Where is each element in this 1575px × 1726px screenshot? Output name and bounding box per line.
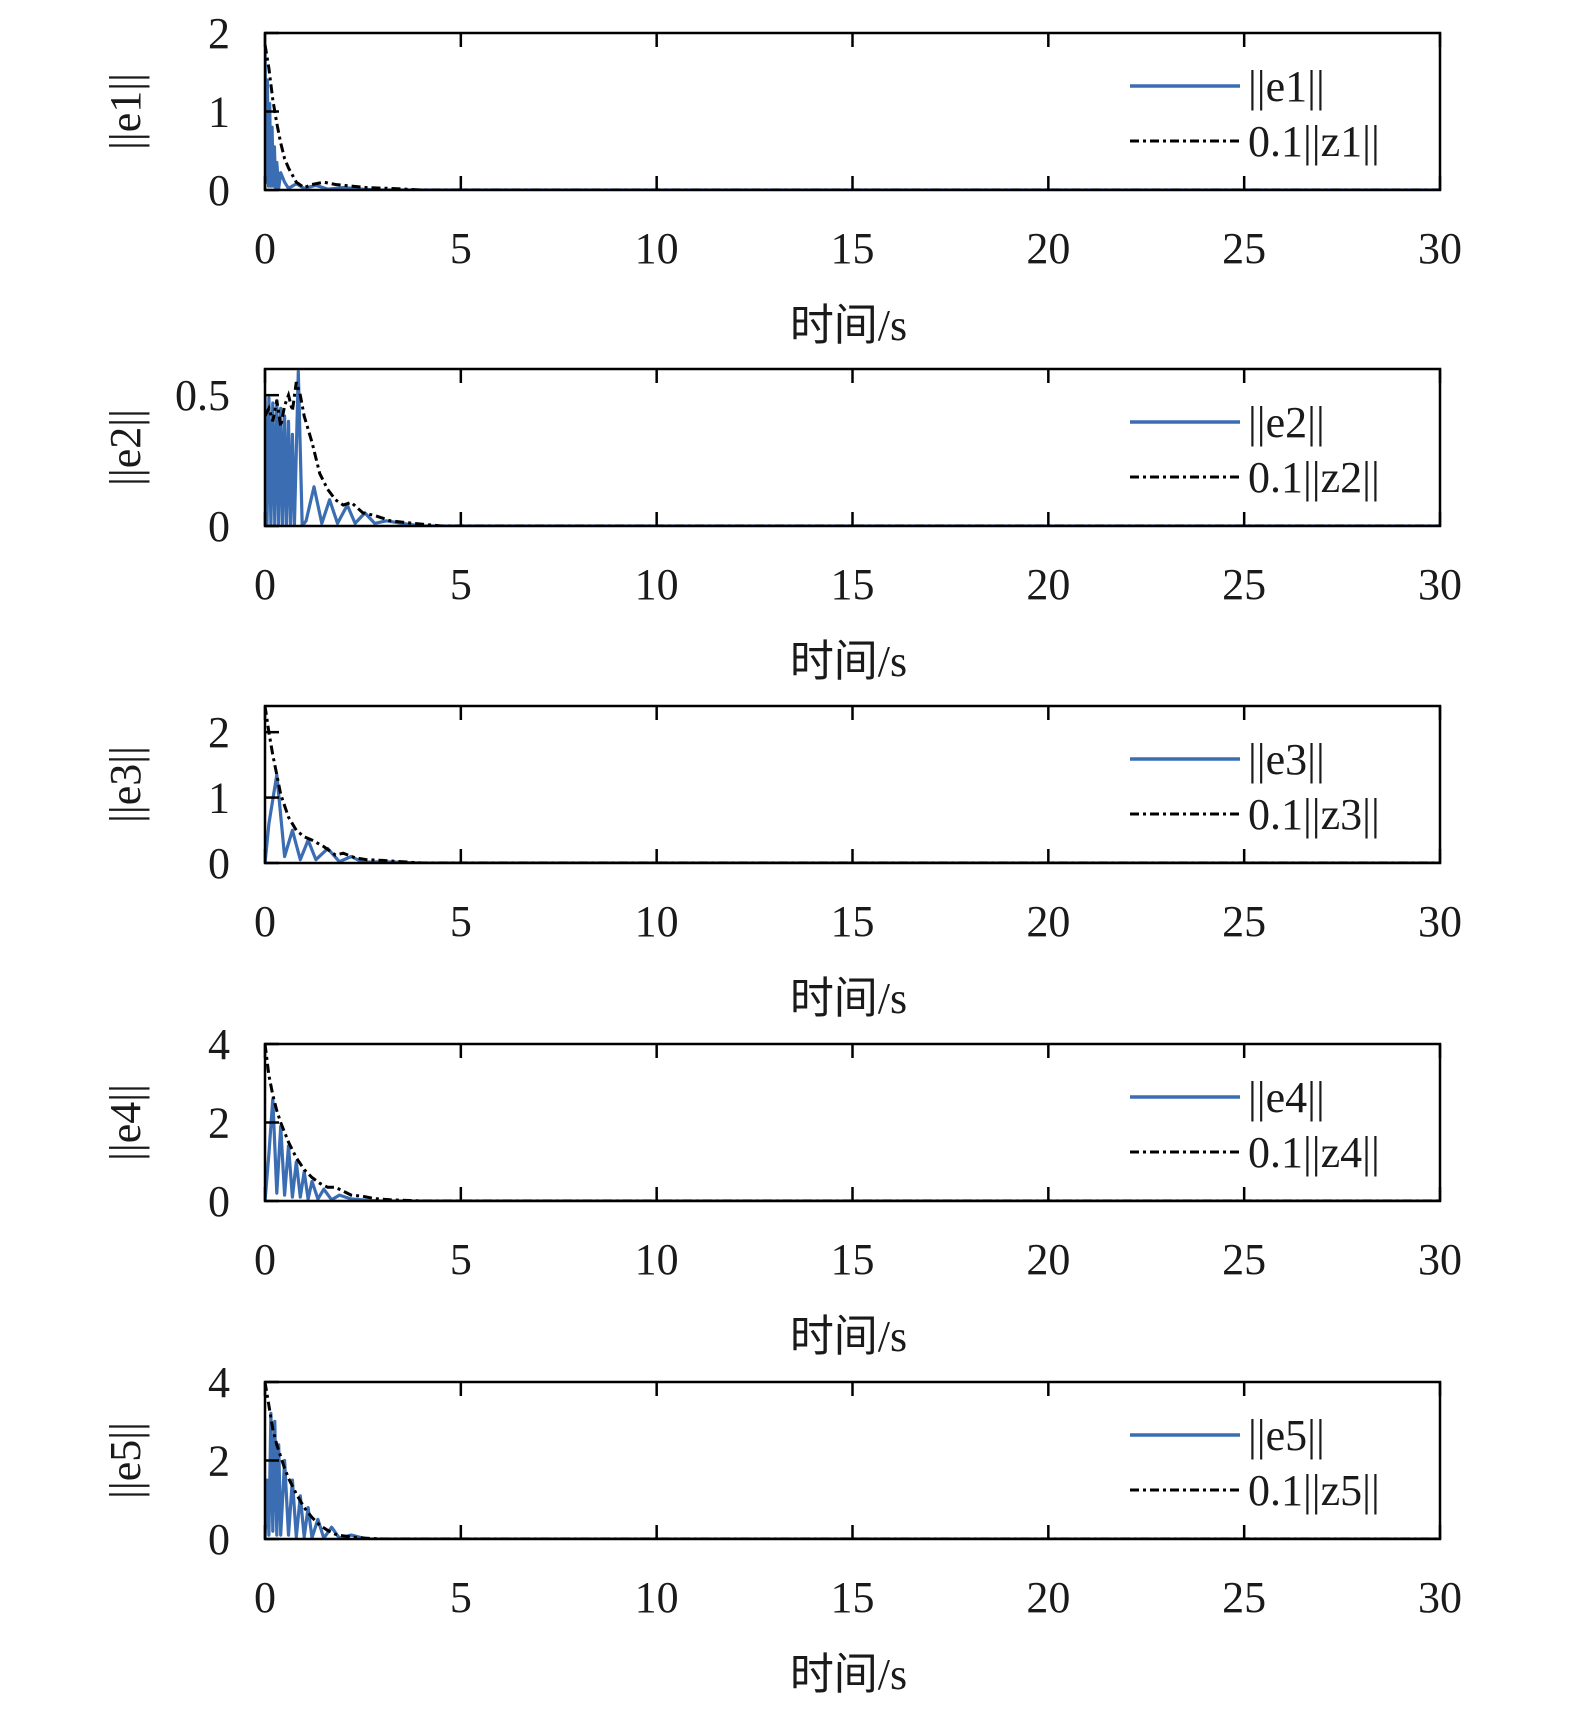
y-tick-label: 0 [208, 166, 230, 215]
subplot-2: 0 5 10 15 20 25 30 0 0.5 时间/s ||e2|| ||e2|| 0.1||z2|… [101, 367, 1462, 686]
axes-frame [263, 31, 1442, 192]
legend: ||e2|| 0.1||z2|| [1130, 398, 1380, 502]
x-tick-label: 10 [635, 897, 679, 946]
x-tick-label: 5 [450, 897, 472, 946]
x-tick-label: 25 [1222, 897, 1266, 946]
x-tick-label: 5 [450, 1573, 472, 1622]
x-tick-label: 25 [1222, 1573, 1266, 1622]
series-line-z1 [265, 44, 1440, 190]
x-tick-label: 30 [1418, 897, 1462, 946]
x-tick-label: 15 [831, 1235, 875, 1284]
y-axis-label: ||e3|| [101, 746, 150, 823]
x-axis-label: 时间/s [790, 1650, 907, 1699]
x-tick-label: 5 [450, 1235, 472, 1284]
y-tick-label: 4 [208, 1020, 230, 1069]
series-line-z2 [265, 381, 1440, 526]
legend-label-e: ||e5|| [1248, 1411, 1325, 1460]
x-tick-label: 30 [1418, 1573, 1462, 1622]
legend: ||e4|| 0.1||z4|| [1130, 1073, 1380, 1177]
x-tick-label: 25 [1222, 560, 1266, 609]
x-tick-label: 0 [254, 224, 276, 273]
x-axis-label: 时间/s [790, 637, 907, 686]
subplot-1: 0 5 10 15 20 25 30 0 1 2 时间/s ||e1|| ||e1|| 0.1||z1|| [101, 9, 1462, 350]
x-tick-label: 10 [635, 1573, 679, 1622]
y-tick-label: 1 [208, 774, 230, 823]
series-line-e2 [265, 370, 1440, 526]
x-tick-label: 25 [1222, 224, 1266, 273]
series-line-e1 [265, 44, 1440, 190]
y-axis-label: ||e2|| [101, 409, 150, 486]
legend: ||e1|| 0.1||z1|| [1130, 62, 1380, 166]
y-tick-label: 0 [208, 1177, 230, 1226]
legend-label-e: ||e3|| [1248, 735, 1325, 784]
y-tick-label: 2 [208, 1437, 230, 1486]
y-tick-label: 0 [208, 502, 230, 551]
x-tick-label: 0 [254, 560, 276, 609]
x-axis-label: 时间/s [790, 974, 907, 1023]
x-tick-label: 15 [831, 224, 875, 273]
series-line-e5 [265, 1411, 1440, 1539]
y-axis-label: ||e1|| [101, 73, 150, 150]
x-tick-label: 0 [254, 1573, 276, 1622]
legend-label-z: 0.1||z3|| [1248, 790, 1380, 839]
x-tick-label: 5 [450, 560, 472, 609]
legend-label-e: ||e4|| [1248, 1073, 1325, 1122]
legend-label-e: ||e1|| [1248, 62, 1325, 111]
y-tick-label: 0 [208, 839, 230, 888]
y-tick-label: 1 [208, 88, 230, 137]
subplot-3: 0 5 10 15 20 25 30 0 1 2 时间/s ||e3|| ||e3|| 0.1||z3|| [101, 704, 1462, 1023]
x-tick-label: 15 [831, 1573, 875, 1622]
y-axis-label: ||e4|| [101, 1084, 150, 1161]
subplot-4: 0 5 10 15 20 25 30 0 2 4 时间/s ||e4|| ||e4|| 0.1||z4|| [101, 1020, 1462, 1361]
x-tick-label: 0 [254, 1235, 276, 1284]
x-tick-label: 20 [1026, 1573, 1070, 1622]
legend-label-z: 0.1||z5|| [1248, 1466, 1380, 1515]
series-line-z4 [265, 1043, 1440, 1201]
x-tick-label: 20 [1026, 1235, 1070, 1284]
x-axis-label: 时间/s [790, 1312, 907, 1361]
axes-frame [263, 1042, 1442, 1203]
axes-frame [263, 367, 1442, 528]
x-tick-label: 20 [1026, 560, 1070, 609]
x-tick-label: 30 [1418, 560, 1462, 609]
subplot-5: 0 5 10 15 20 25 30 0 2 4 时间/s ||e5|| ||e5|| 0.1||z5|| [101, 1358, 1462, 1699]
y-tick-label: 4 [208, 1358, 230, 1407]
x-tick-label: 0 [254, 897, 276, 946]
y-axis-label: ||e5|| [101, 1422, 150, 1499]
legend-label-z: 0.1||z2|| [1248, 453, 1380, 502]
axes-frame [263, 1380, 1442, 1541]
series-line-z3 [265, 705, 1440, 863]
legend-label-e: ||e2|| [1248, 398, 1325, 447]
y-tick-label: 0 [208, 1515, 230, 1564]
x-tick-label: 10 [635, 1235, 679, 1284]
x-tick-label: 20 [1026, 897, 1070, 946]
x-tick-label: 10 [635, 560, 679, 609]
series-line-z5 [265, 1381, 1440, 1539]
x-tick-label: 15 [831, 897, 875, 946]
y-tick-label: 2 [208, 1099, 230, 1148]
x-tick-label: 10 [635, 224, 679, 273]
legend: ||e5|| 0.1||z5|| [1130, 1411, 1380, 1515]
legend-label-z: 0.1||z1|| [1248, 117, 1380, 166]
x-tick-label: 15 [831, 560, 875, 609]
y-tick-label: 2 [208, 708, 230, 757]
x-tick-label: 30 [1418, 224, 1462, 273]
y-tick-label: 0.5 [175, 371, 230, 420]
legend: ||e3|| 0.1||z3|| [1130, 735, 1380, 839]
x-tick-label: 30 [1418, 1235, 1462, 1284]
x-tick-label: 5 [450, 224, 472, 273]
axes-frame [263, 704, 1442, 865]
y-tick-label: 2 [208, 9, 230, 58]
x-tick-label: 25 [1222, 1235, 1266, 1284]
legend-label-z: 0.1||z4|| [1248, 1128, 1380, 1177]
x-axis-label: 时间/s [790, 301, 907, 350]
x-tick-label: 20 [1026, 224, 1070, 273]
